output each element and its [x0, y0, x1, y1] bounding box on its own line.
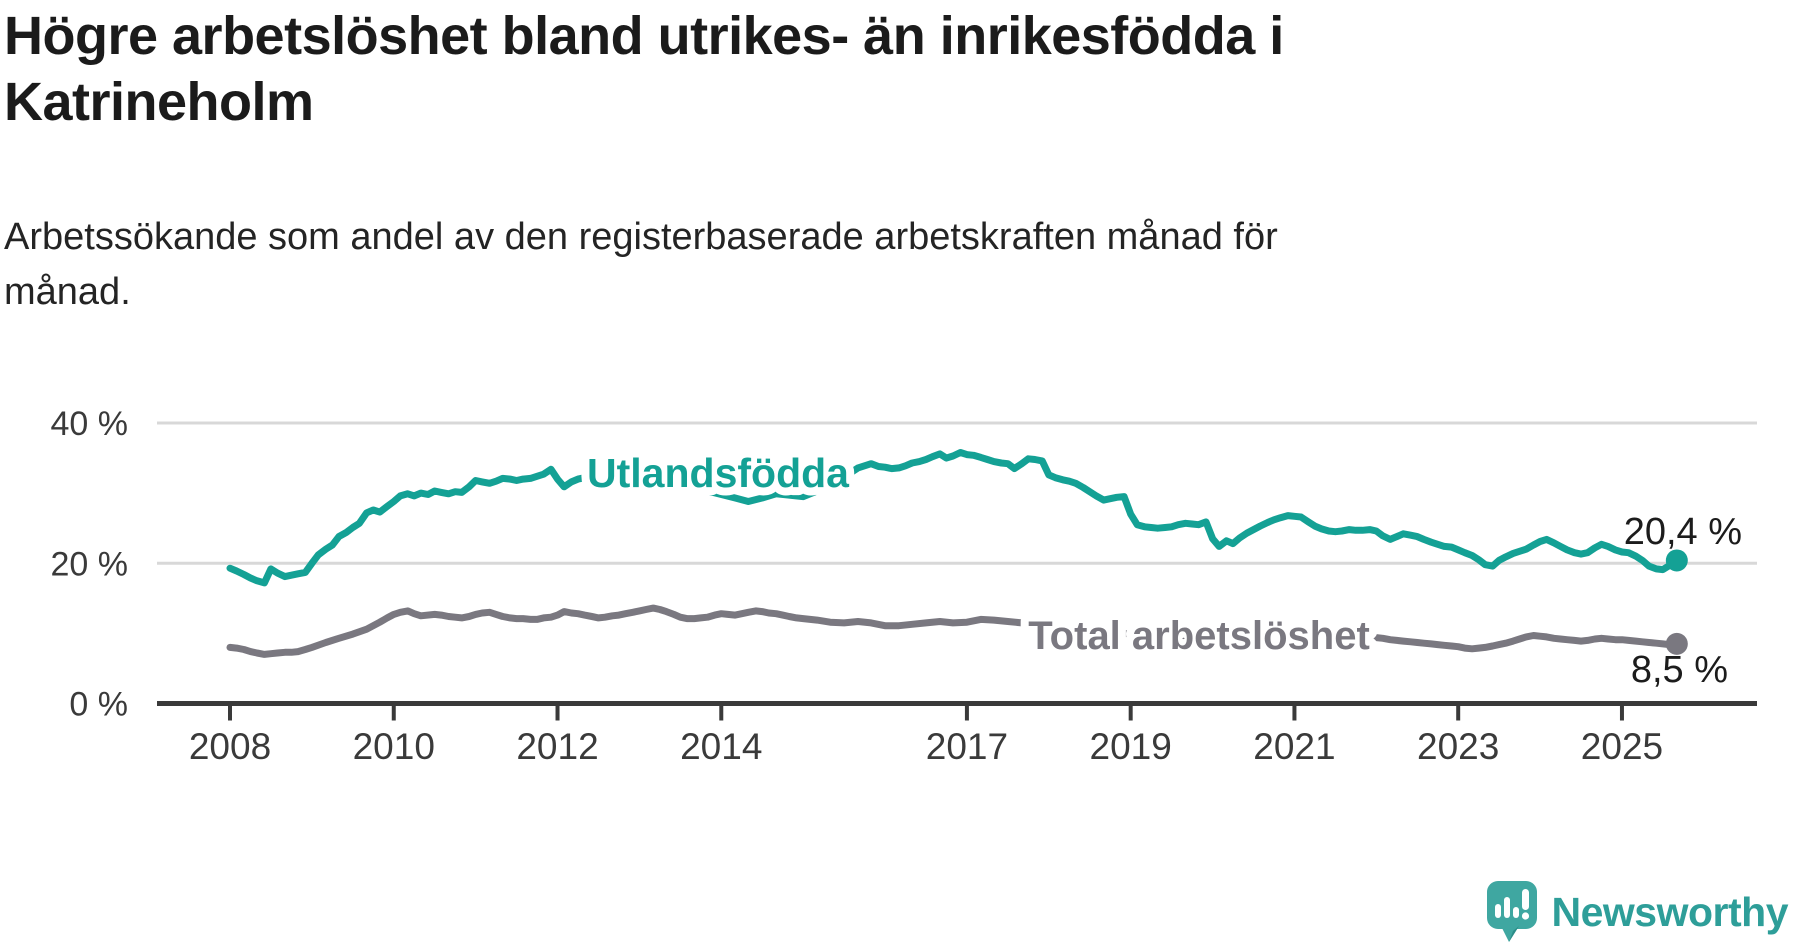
x-tick-label-2019: 2019 — [1090, 726, 1172, 767]
page-title: Högre arbetslöshet bland utrikes- än inr… — [4, 6, 1284, 132]
x-tick-label-2017: 2017 — [926, 726, 1008, 767]
x-tick-label-2012: 2012 — [516, 726, 598, 767]
series-label-total: Total arbetslöshet — [1028, 614, 1370, 658]
newsworthy-logo: Newsworthy — [1486, 880, 1789, 944]
x-tick-label-2010: 2010 — [353, 726, 435, 767]
y-tick-label-40: 40 % — [51, 405, 129, 443]
end-dot-total — [1665, 632, 1688, 655]
series-line-total — [226, 604, 1681, 658]
x-tick-label-2025: 2025 — [1581, 726, 1663, 767]
series-line-utlandsfodda — [226, 449, 1681, 587]
x-tick-label-2023: 2023 — [1417, 726, 1499, 767]
newsworthy-wordmark: Newsworthy — [1551, 888, 1789, 935]
end-dot-utlandsfodda — [1665, 549, 1688, 572]
page-subtitle: Arbetssökande som andel av den registerb… — [4, 216, 1278, 314]
series-label-utlandsfodda: Utlandsfödda — [587, 450, 850, 496]
end-value-label-total: 8,5 % — [1631, 649, 1728, 691]
x-tick-label-2021: 2021 — [1253, 726, 1335, 767]
newsworthy-mark-icon — [1486, 881, 1537, 942]
y-tick-label-20: 20 % — [51, 545, 129, 583]
y-tick-label-0: 0 % — [69, 686, 128, 724]
x-tick-label-2014: 2014 — [680, 726, 762, 767]
end-value-label-utlandsfodda: 20,4 % — [1624, 511, 1742, 553]
x-tick-label-2008: 2008 — [189, 726, 271, 767]
